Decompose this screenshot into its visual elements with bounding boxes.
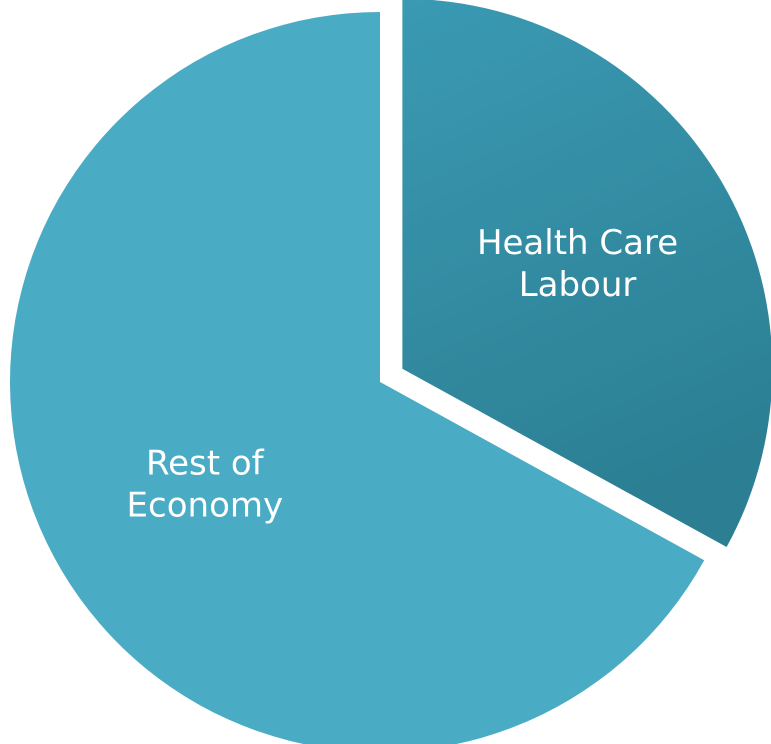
pie-slice-0 bbox=[402, 0, 771, 548]
pie-slice-label-1: Rest of Economy bbox=[127, 443, 284, 525]
pie-slice-label-0: Health Care Labour bbox=[477, 223, 678, 305]
pie-slice-label-line: Labour bbox=[519, 265, 637, 305]
pie-labels: Health Care Labour Rest of Economy bbox=[127, 223, 679, 525]
pie-slice-1 bbox=[10, 12, 705, 744]
pie-slices bbox=[10, 0, 771, 744]
pie-slice-label-line: Health Care bbox=[477, 223, 678, 263]
pie-slice-label-line: Rest of bbox=[146, 443, 265, 483]
pie-slice-label-line: Economy bbox=[127, 485, 284, 525]
